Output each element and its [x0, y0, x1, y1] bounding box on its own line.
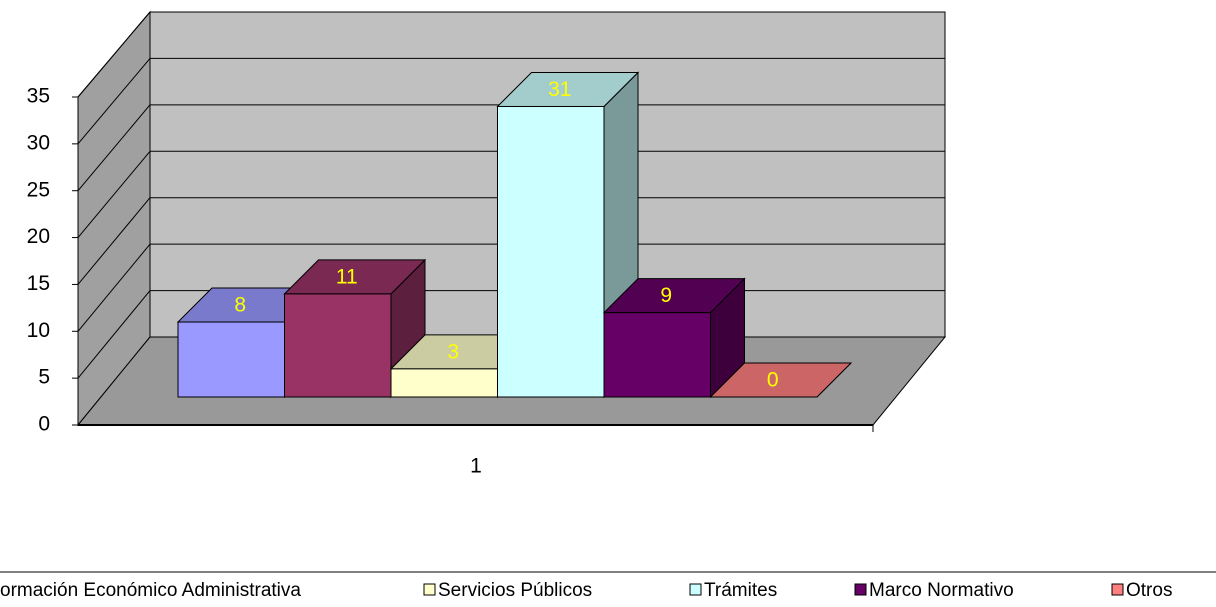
- legend-label: ormación Económico Administrativa: [0, 580, 301, 601]
- legend-marker: [1111, 583, 1124, 596]
- legend-label: Trámites: [704, 580, 777, 601]
- data-label: 0: [767, 369, 779, 392]
- bar-top: [709, 362, 853, 398]
- legend-marker: [689, 583, 702, 596]
- bar: [603, 312, 711, 398]
- grid-line: [77, 104, 151, 192]
- grid-line: [77, 11, 151, 98]
- grid-line: [77, 243, 151, 332]
- data-label: 31: [548, 78, 571, 101]
- y-tick-label: 0: [38, 413, 50, 436]
- legend-label: Servicios Públicos: [438, 580, 592, 601]
- bar: [390, 368, 498, 398]
- bar: [284, 293, 392, 398]
- y-tick-label: 15: [27, 272, 50, 295]
- data-label: 3: [447, 340, 459, 363]
- data-label: 11: [336, 265, 358, 288]
- bar: [497, 105, 605, 398]
- y-tick-label: 5: [38, 366, 50, 389]
- y-tick-label: 25: [27, 178, 50, 201]
- grid-line: [77, 197, 151, 285]
- legend-label: Otros: [1126, 580, 1172, 601]
- bar: [177, 321, 285, 398]
- grid-line: [77, 58, 151, 145]
- y-tick-label: 30: [27, 131, 50, 154]
- legend-marker: [854, 583, 867, 596]
- grid-line: [77, 150, 151, 238]
- data-label: 8: [234, 294, 246, 317]
- legend-label: Marco Normativo: [869, 580, 1014, 601]
- data-label: 9: [660, 284, 672, 307]
- y-tick-label: 20: [27, 225, 50, 248]
- x-tick-label: 1: [470, 455, 482, 478]
- legend-marker: [423, 583, 436, 596]
- y-tick-label: 10: [27, 319, 50, 342]
- y-tick-label: 35: [27, 85, 50, 108]
- grid-line: [77, 290, 151, 379]
